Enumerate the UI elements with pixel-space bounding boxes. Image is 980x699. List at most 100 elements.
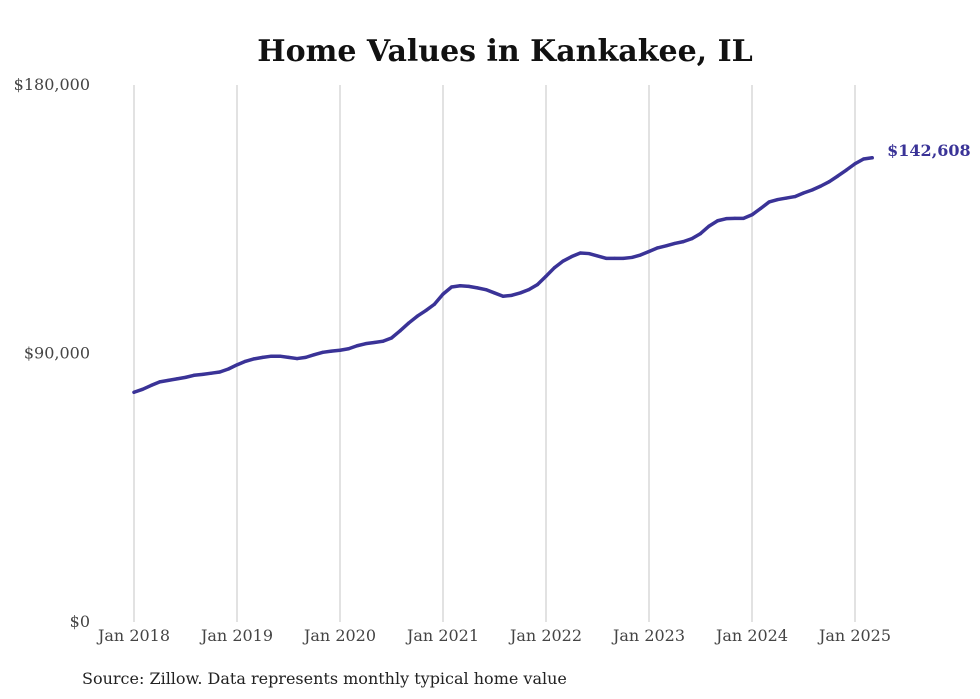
data-point bbox=[398, 329, 402, 333]
x-tick-label: Jan 2023 bbox=[611, 626, 685, 645]
data-point bbox=[707, 224, 711, 228]
data-point bbox=[767, 200, 771, 204]
series-line bbox=[132, 156, 874, 395]
data-point bbox=[861, 157, 866, 161]
data-point bbox=[698, 231, 703, 236]
data-point bbox=[638, 253, 643, 257]
data-point bbox=[578, 251, 582, 255]
data-point bbox=[604, 256, 608, 260]
x-tick-label: Jan 2018 bbox=[96, 626, 170, 645]
x-tick-label: Jan 2019 bbox=[199, 626, 273, 645]
data-point bbox=[304, 355, 308, 359]
data-point bbox=[441, 292, 445, 296]
data-point bbox=[655, 246, 660, 250]
data-point bbox=[201, 372, 205, 376]
data-point bbox=[664, 244, 668, 248]
data-point bbox=[750, 213, 754, 217]
data-point bbox=[613, 256, 617, 260]
data-point bbox=[595, 254, 600, 258]
data-point bbox=[492, 291, 497, 295]
data-point bbox=[510, 293, 514, 297]
x-tick-label: Jan 2025 bbox=[817, 626, 891, 645]
data-point bbox=[501, 294, 505, 298]
data-point bbox=[261, 355, 265, 359]
data-point bbox=[827, 180, 831, 184]
data-point bbox=[793, 194, 797, 199]
data-point bbox=[801, 191, 806, 195]
data-point bbox=[209, 371, 213, 375]
data-point bbox=[844, 168, 849, 172]
data-point bbox=[467, 284, 471, 288]
data-point bbox=[758, 206, 763, 211]
data-point bbox=[870, 156, 874, 160]
data-point bbox=[364, 342, 368, 346]
x-tick-label: Jan 2022 bbox=[508, 626, 582, 645]
data-point bbox=[424, 308, 428, 313]
x-tick-label: Jan 2021 bbox=[405, 626, 479, 645]
x-tick-label: Jan 2020 bbox=[302, 626, 376, 645]
data-point bbox=[226, 367, 231, 371]
data-point bbox=[535, 282, 540, 287]
data-point bbox=[372, 340, 376, 345]
data-point bbox=[243, 359, 248, 363]
data-point bbox=[140, 387, 145, 391]
data-point bbox=[312, 353, 316, 357]
data-point bbox=[192, 373, 196, 377]
data-point bbox=[810, 188, 814, 192]
data-point bbox=[321, 350, 325, 354]
data-point bbox=[741, 216, 746, 220]
data-point bbox=[527, 288, 531, 292]
data-point bbox=[673, 241, 677, 246]
end-value-label: $142,608 bbox=[887, 141, 971, 160]
data-point bbox=[175, 377, 179, 381]
data-point bbox=[338, 348, 342, 352]
data-point bbox=[458, 284, 462, 288]
data-point bbox=[355, 344, 359, 348]
data-point bbox=[621, 256, 625, 260]
data-point bbox=[544, 274, 548, 278]
data-point bbox=[329, 349, 334, 353]
series-layer: $142,608 bbox=[132, 141, 971, 395]
data-point bbox=[776, 197, 780, 202]
data-point bbox=[784, 196, 788, 200]
data-point bbox=[449, 285, 454, 289]
data-point bbox=[475, 286, 479, 290]
data-point bbox=[587, 251, 591, 256]
data-point bbox=[218, 370, 222, 374]
y-tick-label: $0 bbox=[70, 612, 90, 631]
data-point bbox=[295, 356, 299, 361]
data-point bbox=[518, 291, 522, 295]
data-point bbox=[183, 375, 188, 379]
y-axis-ticks: $0 $90,000 $180,000 bbox=[14, 75, 90, 631]
data-point bbox=[853, 162, 857, 166]
data-point bbox=[166, 378, 170, 382]
data-point bbox=[158, 380, 162, 384]
data-point bbox=[819, 184, 823, 188]
data-point bbox=[561, 259, 565, 263]
data-point bbox=[552, 265, 557, 270]
data-point bbox=[252, 357, 256, 361]
data-point bbox=[286, 355, 291, 359]
data-point bbox=[647, 249, 651, 254]
y-tick-label: $90,000 bbox=[24, 344, 90, 363]
data-point bbox=[836, 174, 840, 178]
data-point bbox=[432, 302, 437, 306]
data-point bbox=[716, 219, 720, 223]
data-point bbox=[733, 216, 737, 220]
data-point bbox=[630, 255, 634, 260]
data-point bbox=[269, 354, 273, 358]
data-point bbox=[407, 321, 411, 325]
data-point bbox=[415, 314, 419, 318]
data-point bbox=[346, 347, 351, 351]
data-point bbox=[389, 336, 394, 340]
gridlines bbox=[133, 85, 856, 622]
x-axis-ticks: Jan 2018 Jan 2019 Jan 2020 Jan 2021 Jan 2022… bbox=[96, 626, 891, 645]
data-point bbox=[278, 354, 282, 358]
data-point bbox=[484, 288, 488, 292]
data-point bbox=[681, 240, 685, 244]
data-point bbox=[149, 383, 153, 388]
data-point bbox=[132, 390, 136, 394]
source-note: Source: Zillow. Data represents monthly … bbox=[82, 669, 567, 688]
data-point bbox=[235, 363, 239, 367]
